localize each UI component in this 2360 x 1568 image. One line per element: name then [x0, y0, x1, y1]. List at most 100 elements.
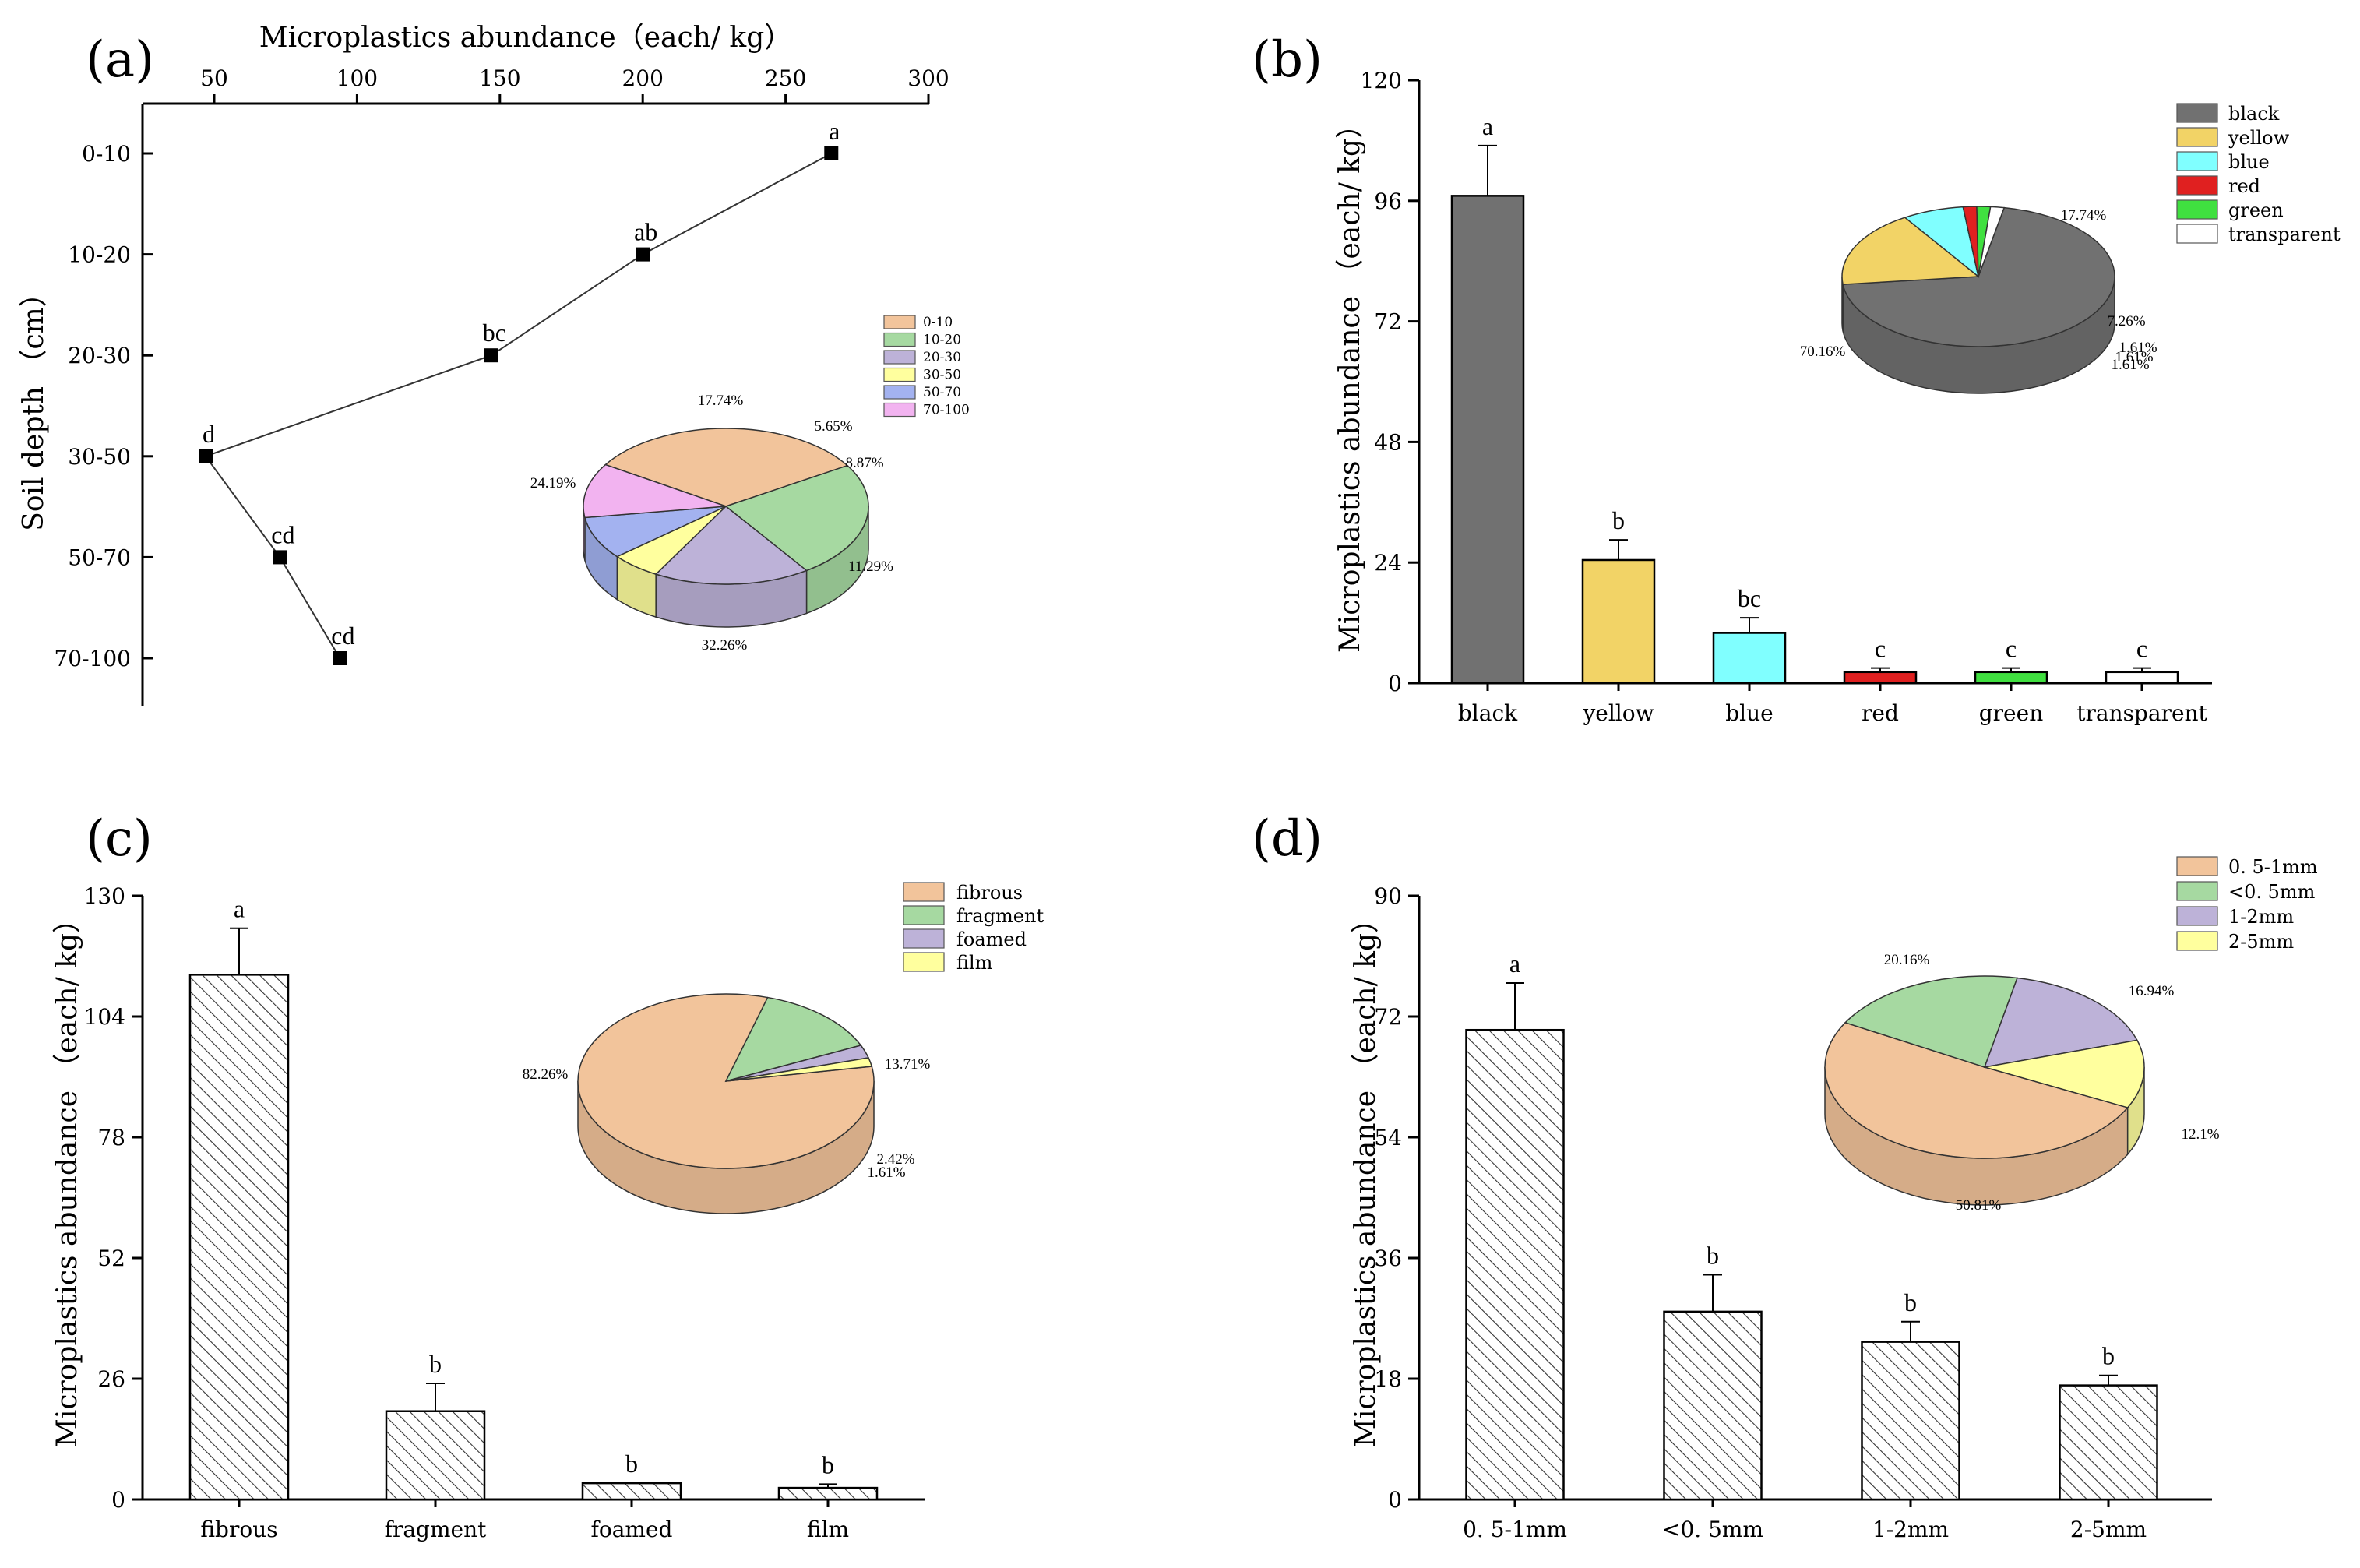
panel-a-series-line	[204, 153, 832, 659]
panel-a-legend-swatch	[883, 367, 916, 382]
panel-a-pie-slice-010	[604, 428, 849, 507]
panel-b-y-tick-label: 48	[1374, 429, 1402, 455]
panel-c-pie-pct-label: 13.71%	[885, 1056, 931, 1073]
panel-d-pie-slice-12mm	[1983, 977, 2138, 1068]
panel-c-legend-label: film	[956, 952, 993, 974]
panel-b-significance-letter: c	[1875, 635, 1886, 663]
panel-b-bar-5	[1974, 671, 2048, 685]
panel-b-legend-swatch	[2176, 151, 2218, 171]
panel-d-bar-1	[1465, 1028, 1565, 1501]
panel-d-size-chart: (d) Microplastics abundance （each/ kg） 0…	[1252, 810, 2318, 1542]
panel-c-legend-label: fibrous	[956, 882, 1023, 904]
panel-a-legend-swatch	[883, 385, 916, 400]
panel-a-significance-letter: cd	[271, 520, 294, 548]
panel-a-data-point	[636, 247, 650, 262]
panel-a-pie-pct-label: 11.29%	[848, 558, 893, 575]
panel-a-legend-label: 0-10	[923, 315, 953, 330]
panel-a-x-tick-label: 100	[336, 65, 378, 91]
panel-a-legend-label: 20-30	[923, 350, 961, 365]
panel-a-y-axis-title: Soil depth （cm）	[18, 279, 50, 531]
panel-a-legend-swatch	[883, 350, 916, 365]
panel-c-x-tick-label: fibrous	[200, 1517, 277, 1542]
panel-c-legend-label: foamed	[956, 928, 1027, 950]
panel-c-legend-swatch	[903, 928, 945, 949]
panel-d-legend-swatch	[2176, 931, 2218, 951]
panel-c-legend-swatch	[903, 882, 945, 902]
panel-d-x-tick-label: 1-2mm	[1872, 1517, 1949, 1542]
panel-b-pie-pct-label: 1.61%	[2119, 340, 2157, 356]
panel-b-pie-slice-transparent	[1978, 206, 2006, 277]
panel-b-significance-letter: b	[1612, 506, 1625, 534]
panel-b-legend-label: transparent	[2228, 224, 2341, 245]
panel-d-pie-slice-25mm	[1984, 1039, 2145, 1108]
panel-a-x-tick-label: 200	[622, 65, 663, 91]
panel-b-legend-swatch	[2176, 103, 2218, 123]
panel-a-data-point	[824, 146, 839, 160]
panel-a-pie-pct-label: 8.87%	[845, 455, 883, 471]
panel-c-y-tick-label: 52	[97, 1246, 125, 1271]
panel-d-legend-swatch	[2176, 881, 2218, 901]
panel-c-significance-letter: b	[625, 1450, 638, 1478]
panel-b-legend-swatch	[2176, 127, 2218, 147]
panel-d-pie-slice-05mm	[1844, 975, 2019, 1068]
panel-b-y-tick-label: 96	[1374, 189, 1402, 214]
panel-a-x-tick-label: 150	[479, 65, 520, 91]
panel-d-label: (d)	[1252, 810, 1323, 868]
panel-a-significance-letter: cd	[331, 622, 354, 650]
panel-b-bar-4	[1843, 671, 1918, 685]
panel-b-pie-pct-label: 70.16%	[1800, 344, 1846, 360]
panel-b-pie-pct-label: 1.61%	[2111, 357, 2149, 373]
panel-b-y-tick-label: 0	[1388, 671, 1402, 696]
panel-b-x-tick-label: blue	[1725, 700, 1773, 726]
panel-d-bar-4	[2059, 1384, 2158, 1501]
panel-c-legend-label: fragment	[956, 905, 1044, 927]
panel-d-legend-label: 2-5mm	[2228, 931, 2294, 953]
panel-d-legend-swatch	[2176, 906, 2218, 926]
panel-b-legend-label: black	[2228, 103, 2280, 125]
panel-b-color-chart: (b) Microplastics abundance （each/ kg） 0…	[1252, 31, 2341, 726]
panel-a-x-tick-label: 300	[907, 65, 949, 91]
panel-b-y-axis-title: Microplastics abundance （each/ kg）	[1334, 111, 1366, 653]
panel-b-y-tick-label: 72	[1374, 309, 1402, 335]
panel-c-x-tick-label: film	[807, 1517, 849, 1542]
panel-b-pie-pct-label: 7.26%	[2107, 313, 2145, 329]
panel-b-x-tick-label: red	[1862, 700, 1899, 726]
panel-b-legend-label: blue	[2228, 151, 2270, 173]
panel-a-significance-letter: a	[829, 117, 840, 145]
panel-a-data-point	[273, 550, 287, 565]
panel-c-legend-swatch	[903, 905, 945, 925]
panel-d-y-tick-label: 0	[1388, 1487, 1402, 1513]
panel-a-pie-pct-label: 32.26%	[702, 637, 748, 654]
panel-a-label: (a)	[86, 31, 154, 89]
panel-b-pie-pct-label: 1.61%	[2115, 349, 2153, 365]
panel-b-x-tick-label: green	[1979, 700, 2043, 726]
panel-b-bar-6	[2105, 671, 2179, 685]
panel-c-pie-pct-label: 1.61%	[867, 1165, 905, 1181]
panel-d-legend-swatch	[2176, 856, 2218, 876]
panel-a-data-point	[198, 449, 213, 463]
panel-b-x-tick-label: yellow	[1582, 700, 1654, 726]
panel-a-legend-label: 10-20	[923, 333, 961, 348]
panel-a-pie-slice-2030	[654, 506, 808, 585]
panel-c-shape-chart: (c) Microplastics abundance （each/ kg） 0…	[51, 810, 1044, 1542]
panel-c-bar-1	[188, 974, 290, 1501]
panel-b-bar-1	[1450, 195, 1525, 685]
panel-b-y-tick-label: 120	[1361, 68, 1402, 93]
panel-b-significance-letter: c	[2006, 635, 2017, 663]
panel-d-legend-label: <0. 5mm	[2228, 881, 2316, 903]
panel-b-significance-letter: a	[1482, 112, 1493, 140]
panel-b-y-tick-label: 24	[1374, 550, 1402, 576]
panel-a-significance-letter: bc	[483, 319, 506, 347]
panel-d-significance-letter: b	[1707, 1242, 1719, 1270]
panel-a-depth-chart: (a) Microplastics abundance（each/ kg） So…	[18, 22, 970, 706]
panel-d-y-tick-label: 90	[1374, 883, 1402, 909]
panel-c-y-tick-label: 104	[84, 1004, 125, 1030]
panel-c-bar-4	[777, 1486, 879, 1501]
panel-c-pie-pct-label: 2.42%	[876, 1151, 914, 1168]
panel-d-y-tick-label: 36	[1374, 1246, 1402, 1271]
panel-b-significance-letter: bc	[1738, 584, 1761, 612]
panel-c-x-tick-label: foamed	[591, 1517, 673, 1542]
panel-c-pie-slice-fragment	[724, 996, 862, 1083]
panel-c-label: (c)	[86, 810, 153, 868]
